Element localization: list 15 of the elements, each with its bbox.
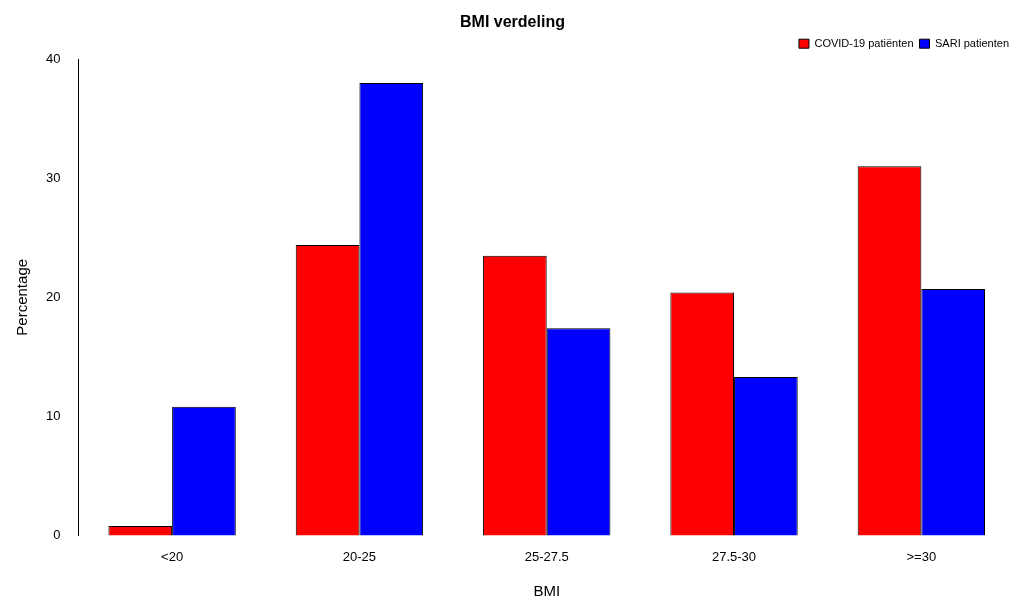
y-tick-label: 40 bbox=[45, 50, 61, 66]
x-axis-title: BMI bbox=[533, 582, 561, 600]
chart-title: BMI verdeling bbox=[460, 13, 565, 31]
y-tick-label: 0 bbox=[53, 526, 61, 542]
x-tick-label: >=30 bbox=[906, 548, 937, 564]
legend-label: COVID-19 patiënten bbox=[814, 36, 914, 49]
x-tick-label: <20 bbox=[161, 548, 184, 564]
y-tick-label: 20 bbox=[45, 288, 61, 304]
y-tick-label: 10 bbox=[45, 407, 61, 423]
y-tick-label: 30 bbox=[45, 169, 61, 185]
legend-label: SARI patienten bbox=[935, 36, 1010, 49]
y-axis-title: Percentage bbox=[13, 258, 31, 336]
x-tick-label: 20-25 bbox=[342, 548, 377, 564]
x-tick-label: 25-27.5 bbox=[524, 548, 569, 564]
x-tick-label: 27.5-30 bbox=[711, 548, 757, 564]
